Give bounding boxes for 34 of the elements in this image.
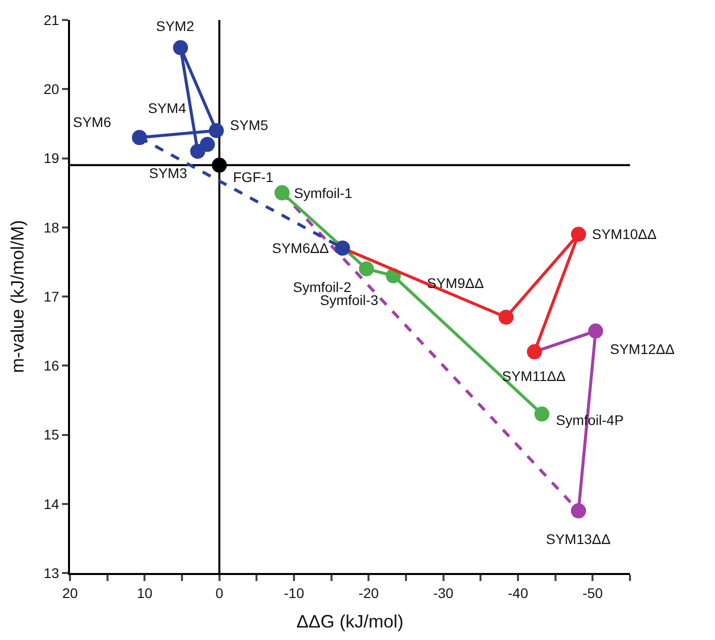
y-tick-label: 20 [44, 81, 60, 98]
annotation: SYM6ΔΔ [272, 240, 329, 256]
y-tick-label: 21 [44, 12, 60, 28]
y-tick-label: 17 [44, 288, 60, 304]
annotation: SYM11ΔΔ [502, 368, 566, 384]
y-tick-label: 16 [44, 358, 60, 374]
x-tick-label: 0 [215, 584, 224, 601]
annotation: SYM10ΔΔ [592, 226, 657, 242]
x-axis-title: ΔΔG (kJ/mol) [296, 611, 404, 632]
y-axis-title: m-value (kJ/mol/M) [7, 220, 28, 374]
x-tick-label: -30 [433, 584, 454, 601]
x-tick-label: -40 [508, 584, 528, 601]
annotation: FGF-1 [233, 169, 274, 185]
y-tick-label: 15 [44, 426, 60, 443]
y-tick-label: 13 [44, 564, 60, 581]
annotation: SYM2 [156, 18, 194, 34]
x-tick-label: 20 [62, 584, 78, 601]
x-tick-label: -20 [358, 584, 379, 601]
x-tick-label: -50 [582, 584, 603, 601]
annotation: SYM6 [73, 114, 112, 130]
y-tick-label: 14 [44, 496, 60, 512]
annotation: SYM12ΔΔ [610, 341, 675, 357]
annotation: SYM5 [230, 117, 268, 133]
annotation: SYM9ΔΔ [427, 275, 484, 291]
annotation: SYM3 [149, 165, 188, 181]
annotation: Symfoil-3 [320, 292, 379, 308]
annotation: Symfoil-2 [293, 279, 352, 295]
x-tick-label: 10 [136, 584, 153, 601]
annotation: SYM4 [148, 100, 186, 116]
y-tick-label: 18 [44, 219, 60, 236]
y-tick-label: 19 [44, 150, 60, 166]
x-tick-label: -10 [284, 584, 304, 601]
annotation: SYM13ΔΔ [546, 531, 611, 547]
annotation: Symfoil-1 [294, 185, 353, 201]
